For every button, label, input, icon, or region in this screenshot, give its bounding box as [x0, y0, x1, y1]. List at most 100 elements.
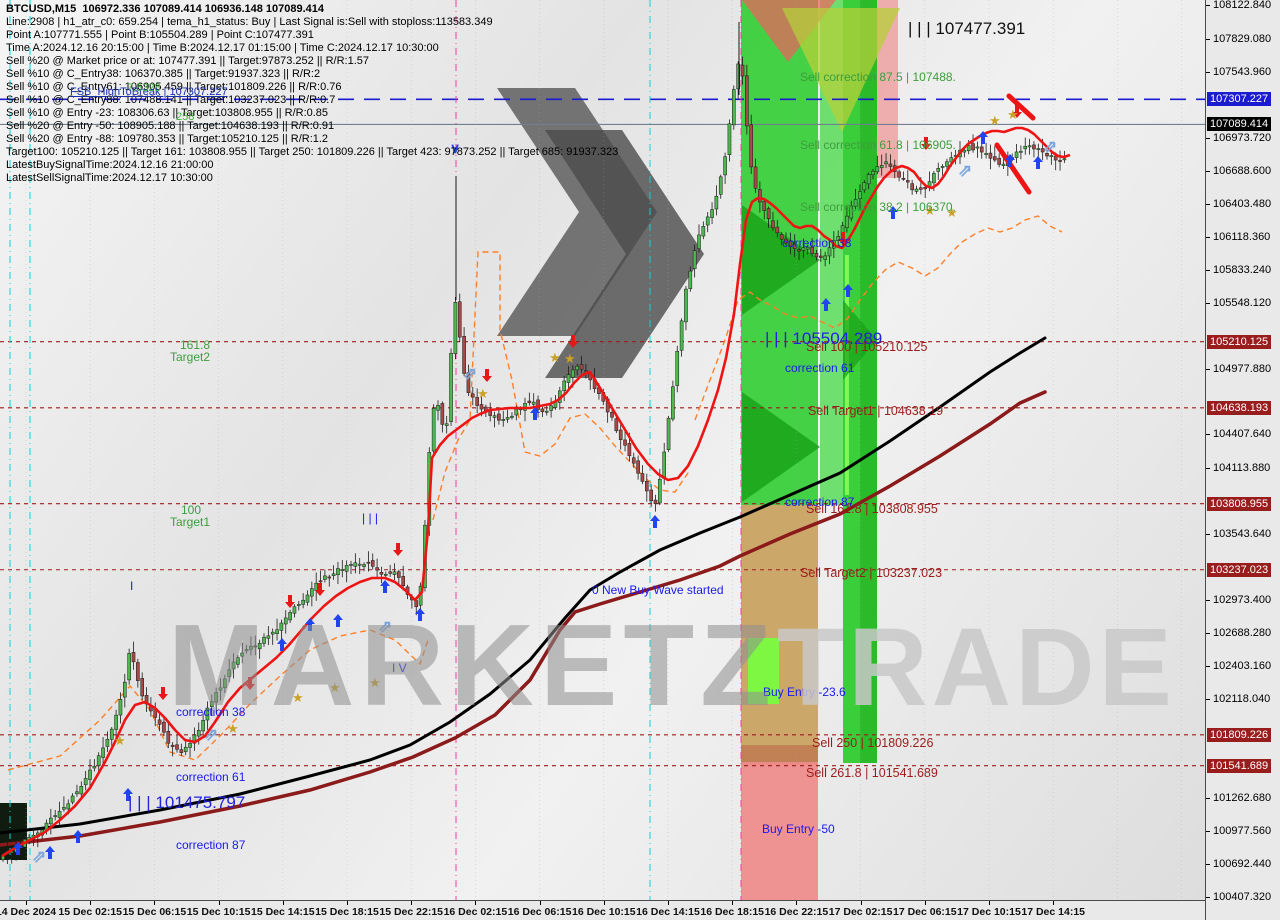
candle — [636, 460, 640, 474]
sell-arrow-icon — [921, 137, 931, 150]
price-level-axis-label[interactable]: 104638.193 — [1207, 400, 1272, 415]
swing-price-label[interactable]: | | | 105504.289 — [765, 329, 882, 348]
correction-level-label[interactable]: Target2 — [170, 350, 210, 364]
hollow-arrow-icon: ⇗ — [204, 725, 218, 744]
price-level-axis-label[interactable]: 101541.689 — [1207, 758, 1272, 773]
chart-canvas[interactable]: ⇗⇗⇗⇗⇗⇗★★★★ ★★★ ★★ ★★ ★∨Sell correction 87.5 … — [0, 0, 1205, 900]
candle — [723, 156, 727, 176]
candle — [692, 250, 697, 269]
candle — [836, 236, 841, 241]
price-axis-tick-label: 102688.280 — [1213, 627, 1272, 640]
point-c-price-label[interactable]: | | | 107477.391 — [908, 19, 1025, 38]
candle — [357, 563, 362, 566]
price-axis-tick — [1206, 137, 1210, 139]
time-axis-tick — [668, 901, 669, 905]
candle — [901, 177, 906, 180]
candle — [397, 571, 401, 578]
candle — [349, 564, 353, 566]
time-axis-tick-label: 15 Dec 14:15 — [250, 906, 315, 918]
price-level-axis-label[interactable]: 103237.023 — [1207, 562, 1272, 577]
candle — [949, 157, 954, 163]
wave-label[interactable]: Buy Entry -23.6 — [763, 685, 846, 699]
correction-level-label[interactable]: Sell correction 87.5 | 107488. — [800, 70, 956, 84]
candle — [627, 443, 632, 457]
candle — [375, 567, 379, 571]
price-axis-tick-label: 106973.720 — [1213, 131, 1272, 144]
price-level-axis-label[interactable]: 107089.414 — [1207, 117, 1272, 132]
wave-label[interactable]: correction 61 — [176, 770, 246, 784]
candle — [945, 161, 949, 167]
candle — [388, 571, 392, 574]
time-axis-tick-label: 17 Dec 02:15 — [828, 906, 893, 918]
wave-label[interactable]: | | | — [362, 511, 378, 525]
candle — [697, 234, 701, 249]
sell-target-label[interactable]: Sell 100 | 105210.125 — [806, 340, 927, 354]
candle — [466, 372, 471, 393]
time-axis[interactable]: 14 Dec 2024 15 Dec 02:15 15 Dec 06:15 15 De… — [0, 900, 1205, 920]
candle — [923, 187, 928, 190]
star-icon: ★ — [564, 351, 576, 366]
wave-label[interactable]: 0 New Buy Wave started — [592, 583, 724, 597]
candle — [440, 403, 445, 425]
candle — [1032, 144, 1036, 150]
price-axis-tick — [1206, 863, 1210, 865]
price-level-axis-label[interactable]: 101809.226 — [1207, 727, 1272, 742]
price-axis[interactable]: 108122.840 107829.080 107543.960 106973.720… — [1205, 0, 1280, 920]
candle — [166, 731, 171, 744]
price-level-axis-label[interactable]: 105210.125 — [1207, 334, 1272, 349]
star-icon: ★ — [1007, 107, 1019, 122]
price-axis-tick-label: 104977.880 — [1213, 362, 1272, 375]
price-axis-tick — [1206, 666, 1210, 668]
candle — [666, 417, 671, 450]
price-axis-tick — [1206, 368, 1210, 370]
candle — [997, 157, 1001, 165]
wave-label[interactable]: correction 87 — [176, 838, 246, 852]
wave-label[interactable]: I — [130, 579, 133, 593]
candle — [362, 564, 366, 567]
sell-target-label[interactable]: Sell 250 | 101809.226 — [812, 736, 933, 750]
candle — [136, 662, 140, 681]
candle — [710, 209, 714, 218]
sell-target-label[interactable]: Sell 161.8 | 103808.955 — [806, 502, 938, 516]
sell-target-label[interactable]: Sell 261.8 | 101541.689 — [806, 766, 938, 780]
wave-label[interactable]: I V — [392, 661, 407, 675]
wave-label[interactable]: correction 38 — [176, 705, 246, 719]
candle — [514, 408, 519, 416]
time-axis-tick — [90, 901, 92, 905]
candle — [1049, 155, 1054, 157]
correction-level-label[interactable]: Target1 — [170, 515, 210, 529]
candle — [310, 588, 314, 597]
red-zigzag-drawing[interactable] — [1006, 93, 1036, 121]
wave-label[interactable]: correction 38 — [782, 236, 852, 250]
sell-arrow-icon — [393, 543, 403, 556]
candle — [701, 226, 706, 237]
sell-arrow-icon — [568, 335, 578, 348]
price-axis-tick-label: 106688.600 — [1213, 164, 1272, 177]
wave-label[interactable]: Buy Entry -50 — [762, 822, 835, 836]
price-level-axis-label[interactable]: 107307.227 — [1207, 92, 1272, 107]
candle — [540, 408, 545, 413]
correction-level-label[interactable]: 100 — [181, 503, 201, 517]
candle — [988, 152, 993, 159]
sell-target-label[interactable]: Sell Target1 | 104638.19 — [808, 404, 943, 418]
correction-level-label[interactable]: Sell correction 38.2 | 106370. — [800, 200, 956, 214]
swing-price-label[interactable]: | | | 101475.797 — [128, 793, 245, 812]
price-level-axis-label[interactable]: 103808.955 — [1207, 496, 1272, 511]
wave-label[interactable]: correction 87 — [785, 495, 855, 509]
correction-level-label[interactable]: Sell correction 61.8 | 106905. — [800, 138, 956, 152]
correction-level-label[interactable]: 161.8 — [180, 338, 210, 352]
info-line: Point A:107771.555 | Point B:105504.289 … — [6, 29, 314, 41]
candle — [249, 645, 253, 650]
info-line: LatestSellSignalTime:2024.12.17 10:30:00 — [6, 172, 213, 184]
sell-target-label[interactable]: Sell Target2 | 103237.023 — [800, 566, 942, 580]
time-axis-tick-label: 15 Dec 06:15 — [122, 906, 187, 918]
price-axis-tick-label: 100407.320 — [1213, 890, 1272, 903]
candle — [175, 744, 179, 750]
wave-label[interactable]: correction 61 — [785, 361, 855, 375]
candle — [471, 393, 475, 398]
candle — [866, 174, 871, 185]
info-line: Sell %10 @ C_Entry61: 106905.459 || Targ… — [6, 81, 342, 93]
price-axis-tick — [1206, 434, 1210, 436]
buy-arrow-icon — [978, 131, 988, 144]
red-zigzag-drawing[interactable] — [994, 142, 1032, 195]
